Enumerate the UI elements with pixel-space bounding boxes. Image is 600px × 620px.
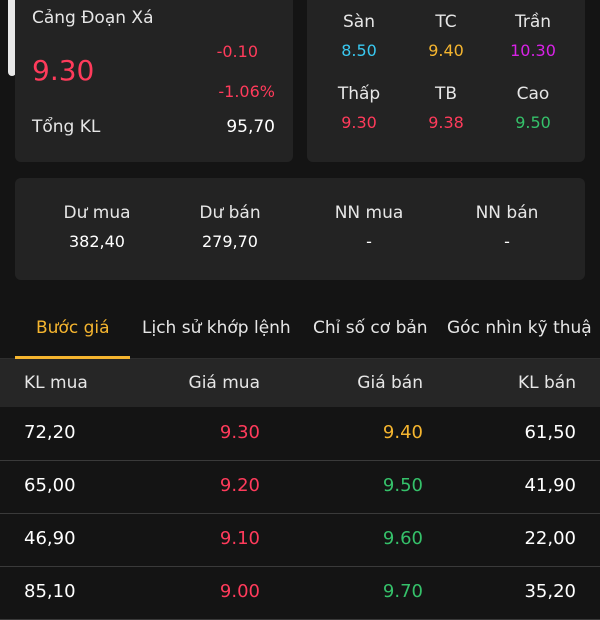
table-row[interactable]: 85,10 9.00 9.70 35,20 <box>0 567 600 620</box>
foreign-sell-value: - <box>504 232 510 251</box>
reference-cell: TC 9.40 <box>401 12 491 60</box>
tab-price-steps[interactable]: Bước giá <box>36 318 110 338</box>
header-bid-price: Giá mua <box>188 373 260 393</box>
active-tab-indicator <box>15 356 130 359</box>
ask-price: 9.70 <box>382 581 423 602</box>
foreign-buy-cell: NN mua - <box>319 203 419 251</box>
bid-volume: 85,10 <box>24 581 76 602</box>
table-row[interactable]: 46,90 9.10 9.60 22,00 <box>0 514 600 567</box>
bid-price: 9.00 <box>219 581 260 602</box>
low-label: Thấp <box>337 84 381 104</box>
average-label: TB <box>434 84 458 104</box>
bid-price: 9.20 <box>219 475 260 496</box>
reference-value: 9.40 <box>428 41 464 60</box>
tab-match-history[interactable]: Lịch sử khớp lệnh <box>142 318 291 338</box>
floor-label: Sàn <box>343 12 375 32</box>
tab-fundamentals[interactable]: Chỉ số cơ bản <box>313 318 428 338</box>
header-ask-price: Giá bán <box>357 373 423 393</box>
ceiling-label: Trần <box>514 12 552 32</box>
table-row[interactable]: 72,20 9.30 9.40 61,50 <box>0 408 600 461</box>
foreign-buy-value: - <box>366 232 372 251</box>
bid-volume: 46,90 <box>24 528 76 549</box>
volume-label: Tổng KL <box>32 117 101 137</box>
high-label: Cao <box>516 84 550 104</box>
high-value: 9.50 <box>515 113 551 132</box>
ask-volume: 35,20 <box>524 581 576 602</box>
high-cell: Cao 9.50 <box>488 84 578 132</box>
stock-name: Cảng Đoạn Xá <box>32 8 154 28</box>
header-bid-volume: KL mua <box>24 373 88 393</box>
quote-card: Cảng Đoạn Xá 9.30 -0.10 -1.06% Tổng KL 9… <box>15 0 293 162</box>
ceiling-cell: Trần 10.30 <box>488 12 578 60</box>
ask-surplus-value: 279,70 <box>202 232 258 251</box>
ask-surplus-label: Dư bán <box>199 203 261 223</box>
floor-value: 8.50 <box>341 41 377 60</box>
price-change: -0.10 <box>216 42 258 61</box>
ask-volume: 22,00 <box>524 528 576 549</box>
ask-price: 9.60 <box>382 528 423 549</box>
tab-technical-view[interactable]: Góc nhìn kỹ thuậ <box>447 318 592 338</box>
volume-value: 95,70 <box>226 117 275 137</box>
bid-price: 9.30 <box>219 422 260 443</box>
floor-cell: Sàn 8.50 <box>314 12 404 60</box>
average-cell: TB 9.38 <box>401 84 491 132</box>
foreign-sell-cell: NN bán - <box>457 203 557 251</box>
bid-price: 9.10 <box>219 528 260 549</box>
ask-price: 9.40 <box>382 422 423 443</box>
bid-volume: 65,00 <box>24 475 76 496</box>
ceiling-value: 10.30 <box>510 41 556 60</box>
price-change-percent: -1.06% <box>218 82 275 101</box>
stock-price: 9.30 <box>32 54 95 87</box>
bid-surplus-cell: Dư mua 382,40 <box>47 203 147 251</box>
table-header: KL mua Giá mua Giá bán KL bán <box>0 359 600 407</box>
bid-volume: 72,20 <box>24 422 76 443</box>
ask-surplus-cell: Dư bán 279,70 <box>180 203 280 251</box>
ask-volume: 61,50 <box>524 422 576 443</box>
order-summary-card: Dư mua 382,40 Dư bán 279,70 NN mua - NN … <box>15 178 585 280</box>
table-row[interactable]: 65,00 9.20 9.50 41,90 <box>0 461 600 514</box>
ask-volume: 41,90 <box>524 475 576 496</box>
low-cell: Thấp 9.30 <box>314 84 404 132</box>
foreign-buy-label: NN mua <box>334 203 404 223</box>
low-value: 9.30 <box>341 113 377 132</box>
bid-surplus-label: Dư mua <box>63 203 131 223</box>
ask-price: 9.50 <box>382 475 423 496</box>
foreign-sell-label: NN bán <box>475 203 539 223</box>
bid-surplus-value: 382,40 <box>69 232 125 251</box>
header-ask-volume: KL bán <box>517 373 576 393</box>
tab-divider <box>0 358 600 359</box>
average-value: 9.38 <box>428 113 464 132</box>
price-grid-card: Sàn 8.50 TC 9.40 Trần 10.30 Thấp 9.30 TB… <box>307 0 585 162</box>
scrollbar-thumb[interactable] <box>8 0 16 76</box>
reference-label: TC <box>435 12 457 32</box>
